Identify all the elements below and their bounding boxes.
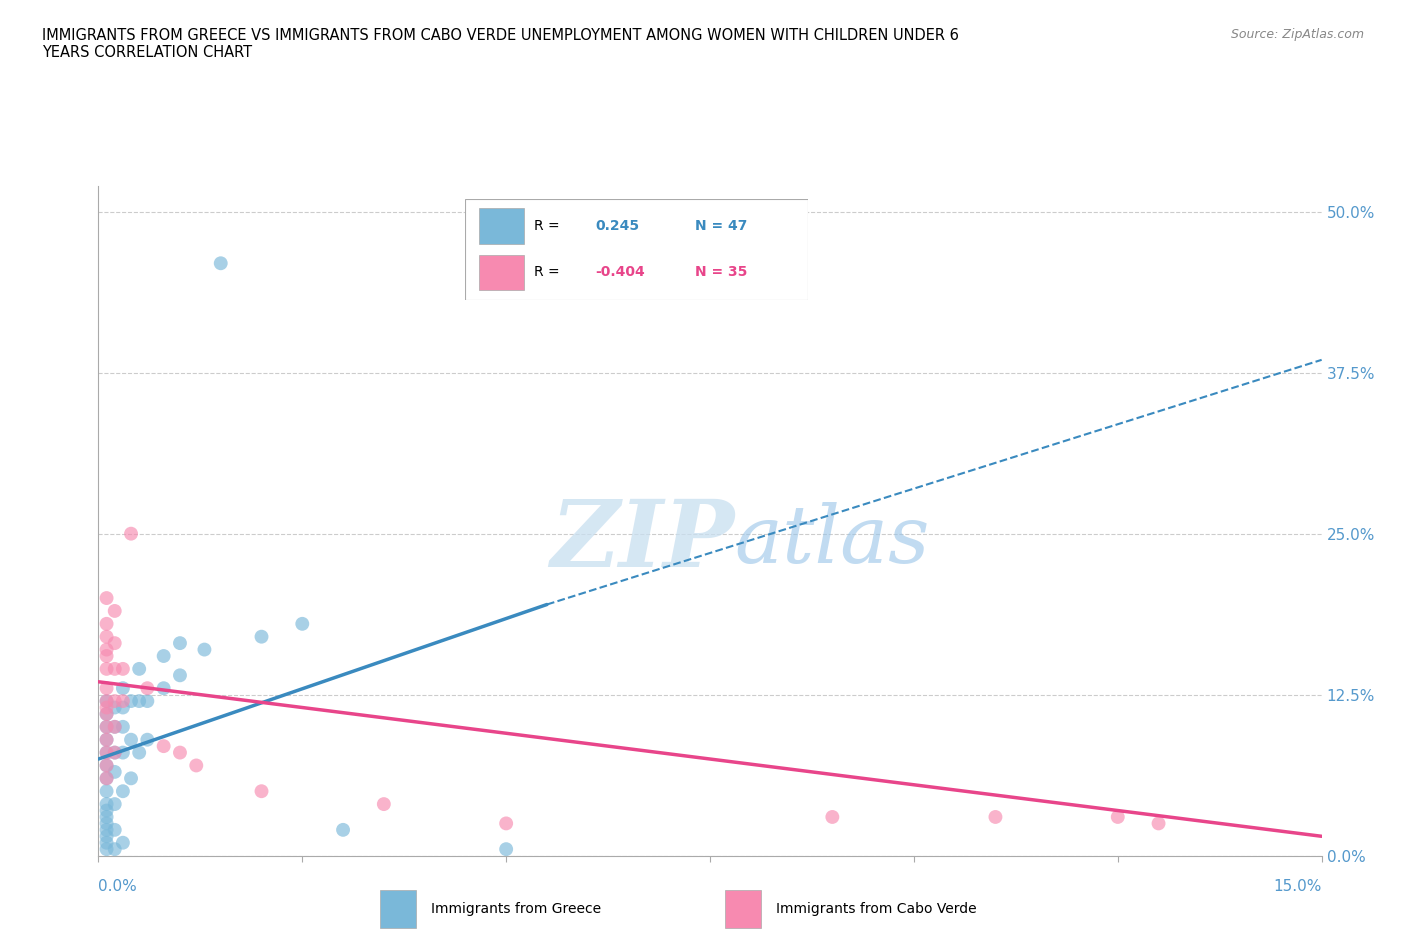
Point — [96, 720, 118, 735]
Point — [169, 668, 191, 683]
Point — [96, 681, 118, 696]
Point — [111, 681, 134, 696]
Point — [128, 745, 150, 760]
Point — [209, 256, 232, 271]
Point — [96, 745, 118, 760]
Point — [1147, 816, 1170, 830]
Point — [152, 738, 174, 753]
Point — [96, 758, 118, 773]
Point — [1107, 809, 1129, 824]
Point — [104, 745, 127, 760]
Point — [104, 764, 127, 779]
Text: 0.0%: 0.0% — [98, 879, 138, 894]
Point — [104, 720, 127, 735]
Point — [136, 694, 159, 709]
Point — [96, 694, 118, 709]
Point — [120, 771, 142, 786]
Point — [120, 694, 142, 709]
Point — [152, 648, 174, 663]
Point — [495, 816, 517, 830]
Point — [373, 797, 395, 812]
Point — [104, 636, 127, 651]
Point — [104, 842, 127, 857]
Point — [96, 694, 118, 709]
Point — [169, 636, 191, 651]
Point — [96, 630, 118, 644]
Point — [104, 604, 127, 618]
Point — [111, 745, 134, 760]
Point — [96, 720, 118, 735]
Point — [96, 816, 118, 830]
Point — [96, 642, 118, 657]
Point — [104, 720, 127, 735]
Point — [96, 732, 118, 747]
Point — [291, 617, 314, 631]
Point — [96, 804, 118, 818]
Point — [96, 771, 118, 786]
Point — [96, 700, 118, 715]
Text: Source: ZipAtlas.com: Source: ZipAtlas.com — [1230, 28, 1364, 41]
Point — [96, 707, 118, 722]
Point — [96, 842, 118, 857]
Point — [136, 732, 159, 747]
Point — [136, 681, 159, 696]
Point — [120, 526, 142, 541]
Point — [332, 822, 354, 837]
Point — [111, 835, 134, 850]
Point — [111, 784, 134, 799]
Point — [96, 822, 118, 837]
Text: 15.0%: 15.0% — [1274, 879, 1322, 894]
Point — [96, 797, 118, 812]
Point — [250, 630, 273, 644]
Point — [96, 648, 118, 663]
Point — [96, 784, 118, 799]
Point — [96, 661, 118, 676]
Point — [104, 745, 127, 760]
Text: ZIP: ZIP — [550, 496, 734, 586]
Point — [104, 822, 127, 837]
Point — [104, 797, 127, 812]
Point — [96, 835, 118, 850]
Point — [250, 784, 273, 799]
Point — [821, 809, 844, 824]
Point — [111, 700, 134, 715]
Point — [96, 617, 118, 631]
Point — [96, 829, 118, 844]
Point — [169, 745, 191, 760]
Point — [96, 732, 118, 747]
Point — [111, 720, 134, 735]
Point — [128, 694, 150, 709]
Point — [186, 758, 208, 773]
Point — [104, 694, 127, 709]
Point — [96, 745, 118, 760]
Point — [96, 809, 118, 824]
Point — [193, 642, 215, 657]
Text: IMMIGRANTS FROM GREECE VS IMMIGRANTS FROM CABO VERDE UNEMPLOYMENT AMONG WOMEN WI: IMMIGRANTS FROM GREECE VS IMMIGRANTS FRO… — [42, 28, 959, 60]
Point — [104, 700, 127, 715]
Text: atlas: atlas — [734, 502, 929, 579]
Point — [96, 707, 118, 722]
Point — [495, 842, 517, 857]
Point — [96, 591, 118, 605]
Point — [96, 758, 118, 773]
Point — [96, 771, 118, 786]
Point — [104, 661, 127, 676]
Point — [984, 809, 1007, 824]
Point — [128, 661, 150, 676]
Point — [152, 681, 174, 696]
Point — [120, 732, 142, 747]
Point — [111, 661, 134, 676]
Point — [111, 694, 134, 709]
